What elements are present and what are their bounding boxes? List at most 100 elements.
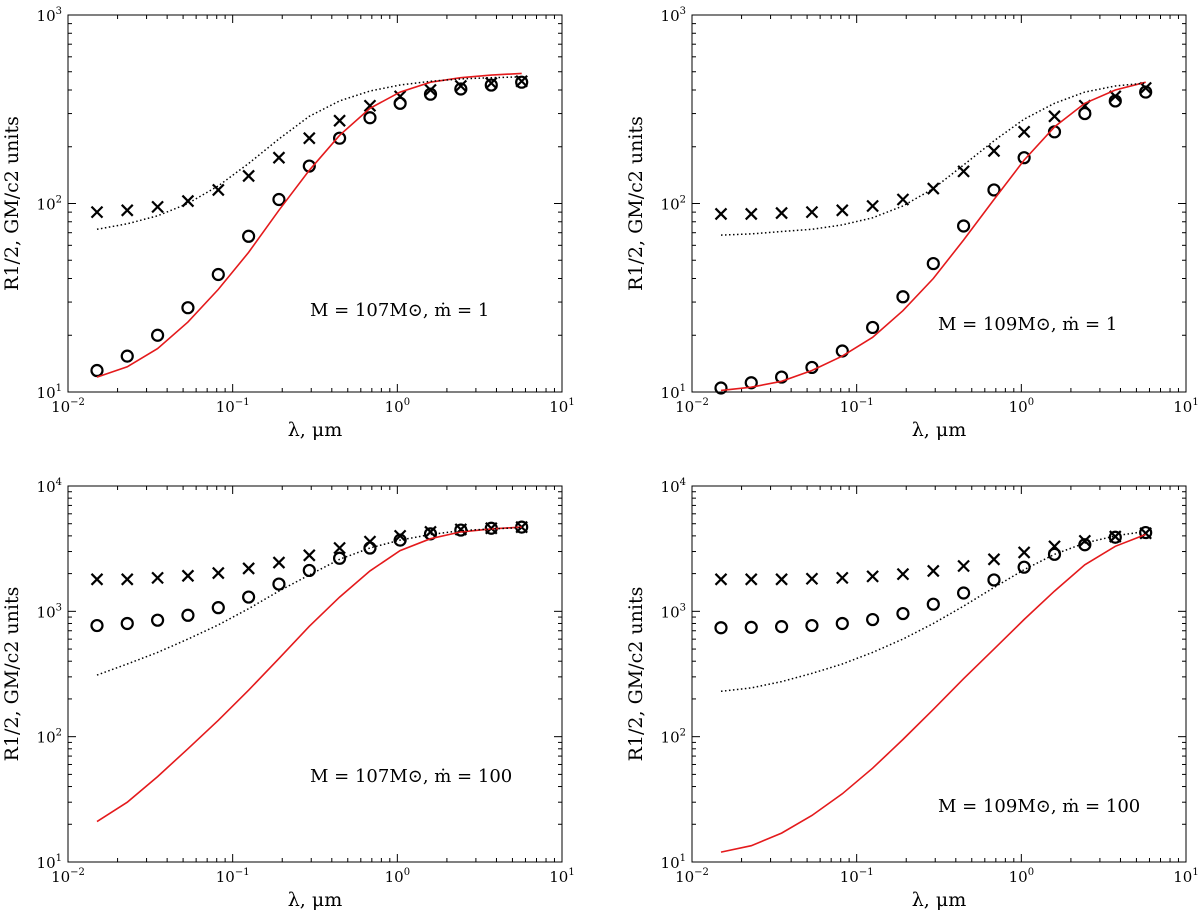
cross-marker [242, 169, 255, 183]
x-tick-label: 101 [549, 397, 574, 416]
cross-marker [90, 205, 104, 219]
circle-marker [515, 75, 529, 89]
circle-marker [1017, 151, 1031, 165]
x-axis-label: λ, μm [288, 889, 343, 911]
circle-marker [393, 533, 407, 547]
y-tick-label: 103 [37, 6, 62, 25]
circle-marker [272, 577, 286, 591]
cross-marker [120, 573, 134, 586]
series-line-dotted [96, 526, 522, 676]
cross-marker [303, 549, 316, 562]
x-tick-label: 10−2 [51, 397, 85, 416]
circle-marker [150, 328, 165, 342]
cross-marker [1017, 546, 1031, 559]
x-tick-label: 10−2 [675, 397, 709, 416]
x-tick-label: 10−1 [840, 397, 874, 416]
circle-marker [987, 573, 1001, 587]
circle-marker [211, 267, 225, 282]
circle-marker [242, 590, 256, 604]
cross-marker [424, 525, 437, 539]
circle-marker [363, 541, 377, 555]
y-tick-label: 101 [661, 383, 686, 402]
x-axis-label: λ, μm [288, 419, 343, 441]
annotation: M = 107M⊙, ṁ = 1 [310, 300, 489, 321]
x-tick-label: 101 [1173, 397, 1198, 416]
x-tick-label: 100 [385, 397, 410, 416]
circle-marker [744, 620, 758, 634]
y-axis-label: R1/2, GM/c2 units [1, 116, 23, 291]
circle-marker [393, 96, 407, 110]
circle-marker [181, 608, 195, 622]
cross-marker [896, 193, 910, 206]
cross-marker [272, 556, 286, 569]
y-tick-label: 102 [661, 195, 686, 214]
circle-marker [1047, 547, 1062, 561]
circle-marker [181, 301, 195, 315]
x-tick-label: 10−2 [675, 867, 709, 886]
cross-marker [212, 183, 225, 197]
circle-marker [987, 183, 1001, 197]
y-tick-label: 101 [37, 853, 62, 872]
chart-panel-top-left: 10−2 10−1 100 101 101 102 103 λ, μm R1/2, GM/c2 … [1, 6, 575, 441]
cross-marker [836, 571, 849, 585]
circle-marker [363, 111, 377, 125]
y-axis-label: R1/2, GM/c2 units [625, 116, 647, 291]
cross-marker [714, 207, 728, 221]
circle-marker [302, 563, 316, 578]
y-tick-label: 102 [37, 195, 62, 214]
series-line-solid [720, 533, 1146, 853]
y-axis-label: R1/2, GM/c2 units [1, 587, 23, 762]
cross-marker [303, 131, 316, 145]
cross-marker [454, 79, 468, 93]
cross-marker [957, 165, 970, 178]
circle-marker [332, 551, 347, 565]
circle-marker [90, 618, 104, 633]
circle-marker [926, 256, 940, 271]
circle-marker [272, 192, 286, 207]
cross-marker [242, 562, 255, 575]
circle-marker [454, 82, 468, 96]
cross-marker [424, 83, 437, 97]
circle-marker [454, 523, 468, 537]
chart-panel-bottom-left: 10−2 10−1 100 101 101 102 103 104 λ, μm R1/2, GM/… [1, 477, 575, 911]
annotation: M = 109M⊙, ṁ = 100 [938, 796, 1140, 817]
cross-marker [181, 194, 195, 208]
circle-marker [805, 618, 819, 633]
cross-marker [212, 566, 225, 580]
x-tick-label: 100 [1009, 867, 1034, 886]
x-tick-label: 10−2 [51, 867, 85, 886]
circle-marker [332, 131, 347, 145]
circle-marker [1108, 530, 1122, 544]
y-tick-label: 101 [661, 853, 686, 872]
y-tick-label: 103 [37, 602, 62, 621]
circle-marker [926, 597, 940, 611]
plot-frame [67, 485, 563, 863]
x-axis-label: λ, μm [912, 889, 967, 911]
circle-marker [714, 381, 728, 395]
circle-marker [866, 612, 880, 627]
circle-marker [1078, 538, 1092, 552]
circle-marker [423, 87, 438, 101]
series-line-dotted [720, 530, 1146, 693]
cross-marker [333, 114, 346, 127]
series-line-dotted [720, 82, 1146, 236]
cross-marker [744, 207, 758, 221]
cross-marker [927, 564, 940, 578]
cross-marker [333, 541, 346, 555]
y-axis-label: R1/2, GM/c2 units [625, 587, 647, 762]
y-tick-label: 104 [37, 477, 62, 496]
circle-marker [211, 601, 225, 615]
cross-marker [775, 206, 788, 220]
cross-marker [866, 199, 879, 213]
circle-marker [1078, 106, 1092, 121]
cross-marker [987, 553, 1001, 566]
x-tick-label: 101 [549, 867, 574, 886]
cross-marker [896, 567, 910, 581]
plot-frame [67, 14, 563, 393]
circle-marker [774, 370, 789, 384]
cross-marker [744, 573, 758, 586]
x-tick-label: 101 [1173, 867, 1198, 886]
chart-panel-bottom-right: 10−2 10−1 100 101 101 102 103 104 λ, μm R1/2, GM/… [625, 477, 1199, 911]
circle-marker [896, 606, 910, 621]
cross-marker [836, 204, 849, 217]
